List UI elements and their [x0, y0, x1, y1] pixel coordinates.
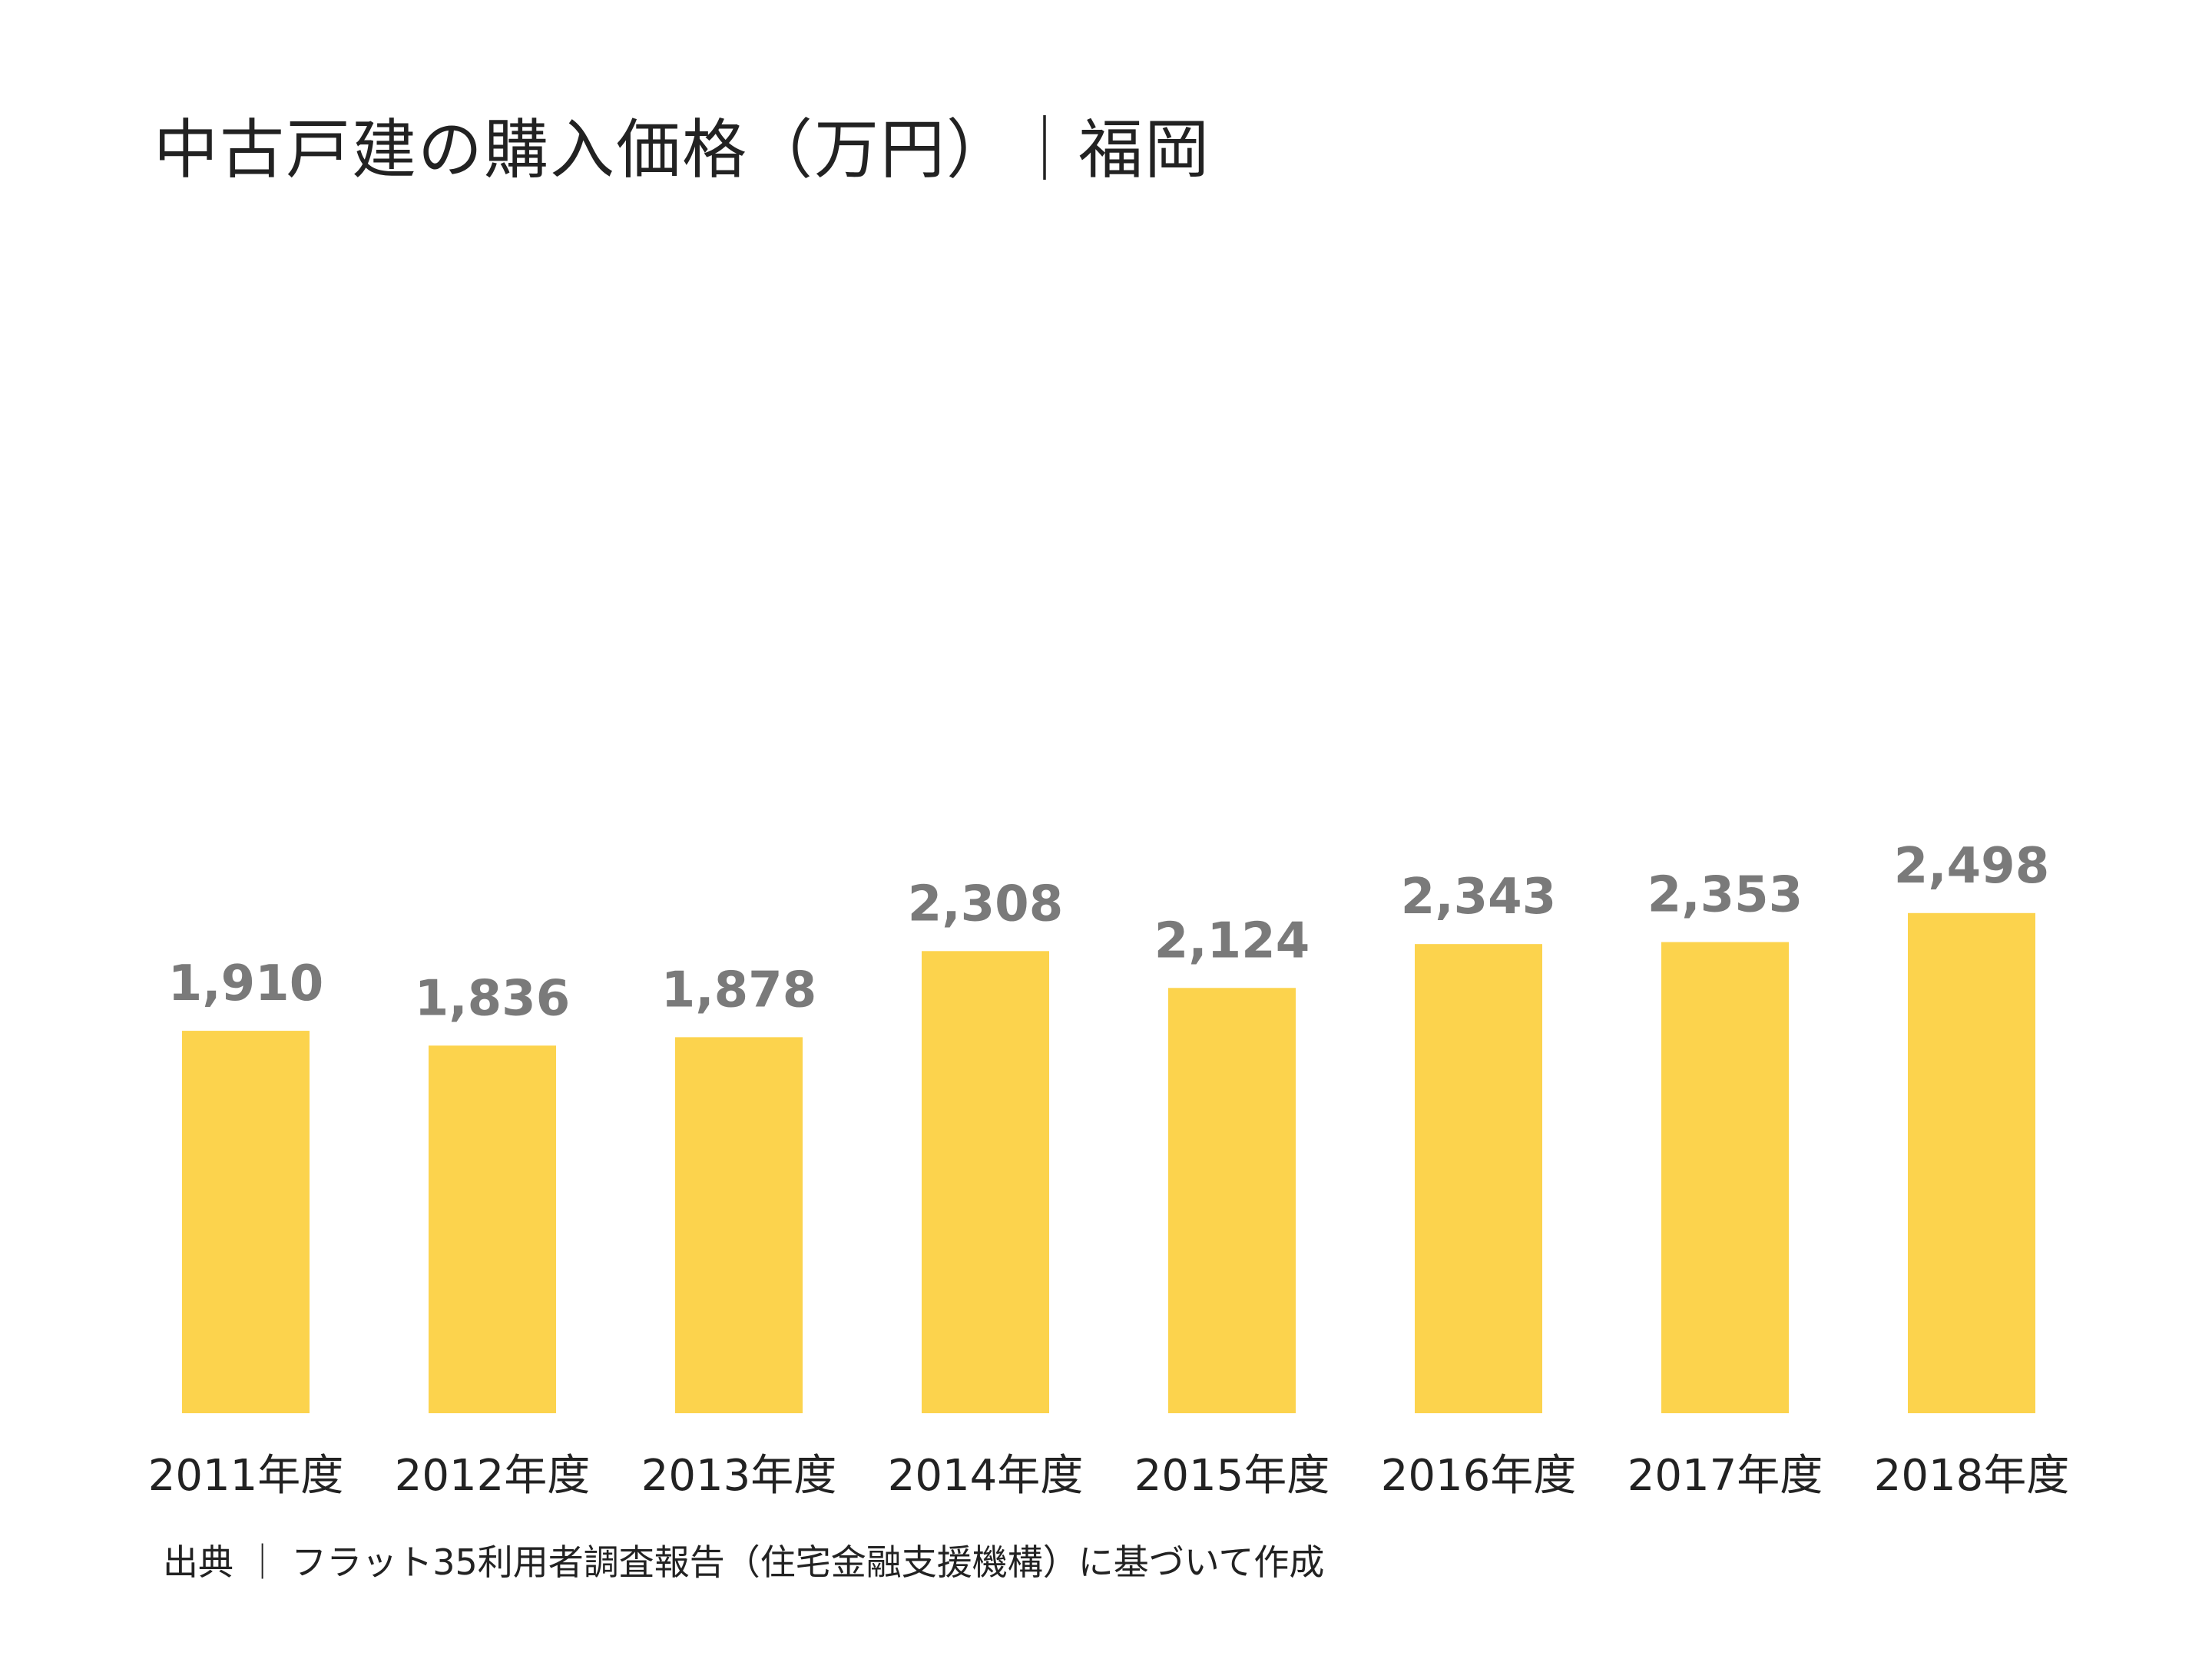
value-label: 2,498: [1894, 838, 2049, 895]
category-label: 2013年度: [641, 1451, 837, 1501]
value-label: 2,343: [1401, 869, 1556, 926]
category-label: 2016年度: [1381, 1451, 1577, 1501]
category-label: 2011年度: [148, 1451, 344, 1501]
value-label: 1,836: [415, 970, 570, 1027]
value-label: 2,124: [1154, 912, 1310, 969]
bar-8: [1908, 912, 2035, 1413]
chart-title: 中古戸建の購入価格（万円）｜福岡: [154, 112, 1211, 187]
category-label: 2017年度: [1628, 1451, 1823, 1501]
value-label: 2,308: [908, 876, 1063, 932]
category-label: 2012年度: [395, 1451, 591, 1501]
source-note: 出典 ｜ フラット35利用者調査報告（住宅金融支援機構）に基づいて作成: [163, 1541, 1325, 1583]
bar-4: [922, 951, 1049, 1413]
value-label: 1,910: [168, 955, 323, 1012]
bar-5: [1168, 988, 1296, 1413]
bar-2: [429, 1045, 556, 1413]
bar-6: [1415, 944, 1542, 1413]
bar-7: [1661, 942, 1789, 1413]
value-label: 1,878: [661, 962, 816, 1018]
bar-3: [675, 1037, 803, 1413]
bar-1: [182, 1031, 310, 1413]
category-label: 2018年度: [1874, 1451, 2070, 1501]
category-label: 2015年度: [1134, 1451, 1330, 1501]
category-label: 2014年度: [888, 1451, 1084, 1501]
value-label: 2,353: [1647, 867, 1803, 924]
